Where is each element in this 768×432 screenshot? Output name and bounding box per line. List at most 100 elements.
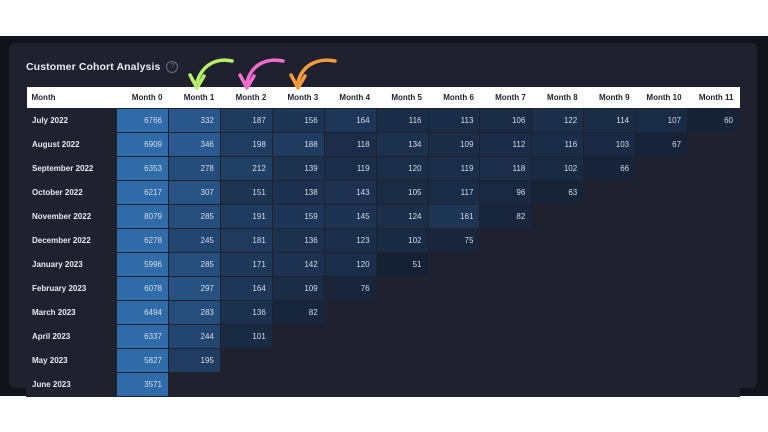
cohort-cell: 6766 xyxy=(116,108,169,133)
column-header-month-7[interactable]: Month 7 xyxy=(479,87,532,109)
empty-cell xyxy=(427,276,481,301)
empty-cell xyxy=(375,276,429,301)
cohort-cell: 117 xyxy=(427,180,481,205)
cohort-cell: 138 xyxy=(271,180,325,205)
cohort-cell: 244 xyxy=(167,324,221,349)
empty-cell xyxy=(427,372,481,397)
empty-cell xyxy=(635,252,689,277)
empty-cell xyxy=(375,324,429,349)
empty-cell xyxy=(323,324,377,349)
empty-cell xyxy=(479,300,533,325)
cohort-cell: 332 xyxy=(167,108,221,133)
empty-cell xyxy=(479,348,533,373)
cohort-cell: 6078 xyxy=(116,276,169,301)
empty-cell xyxy=(583,372,637,397)
empty-cell xyxy=(635,300,689,325)
column-header-month-5[interactable]: Month 5 xyxy=(376,87,428,109)
cohort-label: July 2022 xyxy=(25,108,118,133)
column-header-month-9[interactable]: Month 9 xyxy=(583,87,636,109)
cohort-cell: 67 xyxy=(635,132,689,157)
empty-cell xyxy=(271,372,325,397)
cohort-label: May 2023 xyxy=(25,348,118,373)
column-header-month-4[interactable]: Month 4 xyxy=(324,87,377,109)
cohort-cell: 109 xyxy=(427,132,481,157)
cohort-cell: 60 xyxy=(687,108,740,133)
cohort-cell: 142 xyxy=(271,252,325,277)
empty-cell xyxy=(479,252,533,277)
cohort-cell: 187 xyxy=(219,108,273,133)
column-header-month-10[interactable]: Month 10 xyxy=(635,87,688,109)
panel-header: Customer Cohort Analysis ? xyxy=(26,60,179,74)
table-row: July 2022 6766 332 187 156 164 116 113 106 122 114… xyxy=(25,108,740,133)
cohort-cell: 114 xyxy=(583,108,637,133)
cohort-cell: 6217 xyxy=(116,180,169,205)
cohort-cell: 6337 xyxy=(116,324,169,349)
cohort-cell: 63 xyxy=(531,180,585,205)
table-row: February 2023 6078 297 164 109 76 xyxy=(25,276,740,301)
column-header-month-0[interactable]: Month 0 xyxy=(116,87,169,109)
column-header-month-1[interactable]: Month 1 xyxy=(168,87,221,109)
empty-cell xyxy=(531,372,585,397)
cohort-cell: 136 xyxy=(219,300,273,325)
empty-cell xyxy=(479,276,533,301)
empty-cell xyxy=(583,204,637,229)
empty-cell xyxy=(479,324,533,349)
panel-title: Customer Cohort Analysis xyxy=(26,61,161,73)
empty-cell xyxy=(375,300,429,325)
empty-cell xyxy=(687,324,740,349)
table-row: November 2022 8079 285 191 159 145 124 161 82 xyxy=(25,204,740,229)
empty-cell xyxy=(531,300,585,325)
cohort-cell: 5996 xyxy=(116,252,169,277)
column-header-month-6[interactable]: Month 6 xyxy=(428,87,480,109)
cohort-cell: 212 xyxy=(219,156,273,181)
column-header-month[interactable]: Month xyxy=(26,87,117,109)
cohort-cell: 6494 xyxy=(116,300,169,325)
cohort-cell: 116 xyxy=(531,132,585,157)
cohort-cell: 6278 xyxy=(116,228,169,253)
column-header-month-11[interactable]: Month 11 xyxy=(687,87,740,109)
empty-cell xyxy=(687,204,740,229)
cohort-cell: 6353 xyxy=(116,156,169,181)
cohort-label: April 2023 xyxy=(25,324,118,349)
cohort-cell: 195 xyxy=(167,348,221,373)
help-circle-icon[interactable]: ? xyxy=(166,61,179,73)
cohort-cell: 113 xyxy=(427,108,481,133)
cohort-cell: 297 xyxy=(167,276,221,301)
empty-cell xyxy=(427,348,481,373)
cohort-cell: 107 xyxy=(635,108,689,133)
empty-cell xyxy=(687,372,740,397)
empty-cell xyxy=(375,348,429,373)
empty-cell xyxy=(583,228,637,253)
empty-cell xyxy=(687,228,740,253)
cohort-cell: 76 xyxy=(323,276,377,301)
cohort-cell: 346 xyxy=(167,132,221,157)
empty-cell xyxy=(687,348,740,373)
empty-cell xyxy=(583,276,637,301)
empty-cell xyxy=(531,204,585,229)
empty-cell xyxy=(531,348,585,373)
cohort-cell: 139 xyxy=(271,156,325,181)
empty-cell xyxy=(635,156,689,181)
empty-cell xyxy=(635,180,689,205)
cohort-cell: 101 xyxy=(219,324,273,349)
empty-cell xyxy=(687,276,740,301)
cohort-cell: 171 xyxy=(219,252,273,277)
empty-cell xyxy=(687,156,740,181)
cohort-cell: 6909 xyxy=(116,132,169,157)
table-row: August 2022 6909 346 198 188 118 134 109 112 116 1… xyxy=(25,132,740,157)
empty-cell xyxy=(427,300,481,325)
cohort-label: September 2022 xyxy=(25,156,118,181)
cohort-cell: 96 xyxy=(479,180,533,205)
empty-cell xyxy=(323,300,377,325)
cohort-cell: 283 xyxy=(167,300,221,325)
cohort-label: November 2022 xyxy=(25,204,118,229)
cohort-cell: 51 xyxy=(375,252,429,277)
column-header-month-2[interactable]: Month 2 xyxy=(220,87,273,109)
empty-cell xyxy=(583,324,637,349)
cohort-cell: 191 xyxy=(219,204,273,229)
column-header-month-3[interactable]: Month 3 xyxy=(272,87,325,109)
empty-cell xyxy=(323,372,377,397)
cohort-cell: 82 xyxy=(271,300,325,325)
cohort-cell: 156 xyxy=(271,108,325,133)
column-header-month-8[interactable]: Month 8 xyxy=(531,87,584,109)
